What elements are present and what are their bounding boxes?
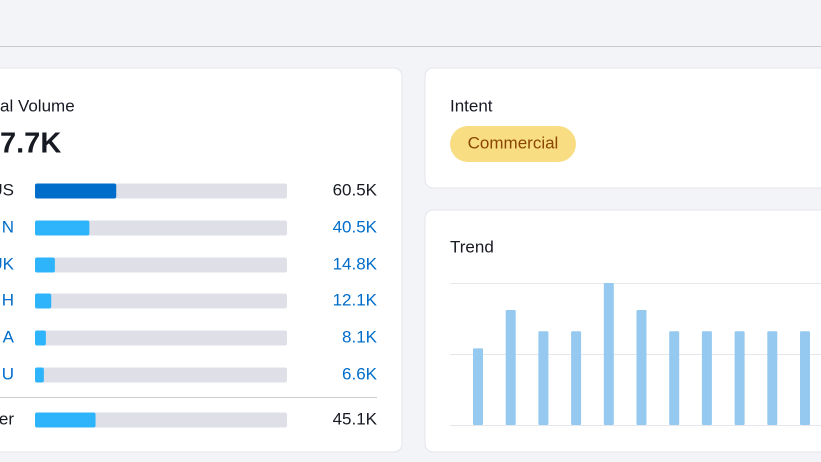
trend-title: Trend bbox=[450, 237, 494, 256]
trend-bar bbox=[636, 309, 647, 425]
bar-fill bbox=[35, 412, 96, 428]
country-label: er bbox=[0, 409, 14, 428]
country-label: N bbox=[2, 217, 14, 236]
trend-bar bbox=[669, 331, 680, 425]
bar-track bbox=[35, 220, 287, 236]
bar-fill bbox=[35, 293, 52, 309]
bar-track bbox=[35, 293, 287, 309]
bar-fill bbox=[35, 257, 55, 273]
intent-label: Commercial bbox=[468, 133, 559, 152]
bar-track bbox=[35, 412, 287, 428]
intent-badge bbox=[450, 126, 576, 162]
value-label: 12.1K bbox=[333, 290, 378, 309]
bar-fill bbox=[35, 367, 44, 383]
bar-fill bbox=[35, 220, 90, 236]
intent-title: Intent bbox=[450, 96, 493, 115]
bar-fill bbox=[35, 183, 117, 199]
bar-track bbox=[35, 367, 287, 383]
bar-fill bbox=[35, 330, 46, 346]
top-bar bbox=[0, 0, 821, 46]
volume-title: al Volume bbox=[0, 96, 75, 115]
trend-bar bbox=[538, 331, 549, 425]
value-label: 60.5K bbox=[333, 180, 378, 199]
country-label: U bbox=[2, 364, 14, 383]
trend-bar bbox=[473, 348, 483, 425]
value-label: 45.1K bbox=[333, 409, 378, 428]
bar-track bbox=[35, 330, 287, 346]
trend-bar bbox=[767, 331, 778, 425]
value-label: 40.5K bbox=[333, 217, 378, 236]
country-label: UK bbox=[0, 254, 15, 273]
value-label: 14.8K bbox=[333, 254, 378, 273]
trend-bar bbox=[571, 331, 582, 425]
trend-bar bbox=[734, 331, 745, 425]
value-label: 6.6K bbox=[342, 364, 378, 383]
country-label: H bbox=[2, 290, 14, 309]
country-label: US bbox=[0, 180, 14, 199]
trend-bar bbox=[603, 283, 614, 425]
trend-card bbox=[424, 209, 821, 453]
volume-total: 7.7K bbox=[0, 128, 61, 160]
bar-track bbox=[35, 257, 287, 273]
country-label: A bbox=[3, 327, 15, 346]
trend-bar bbox=[701, 331, 712, 425]
trend-bar bbox=[505, 309, 516, 425]
value-label: 8.1K bbox=[342, 327, 378, 346]
trend-bar bbox=[800, 331, 810, 425]
